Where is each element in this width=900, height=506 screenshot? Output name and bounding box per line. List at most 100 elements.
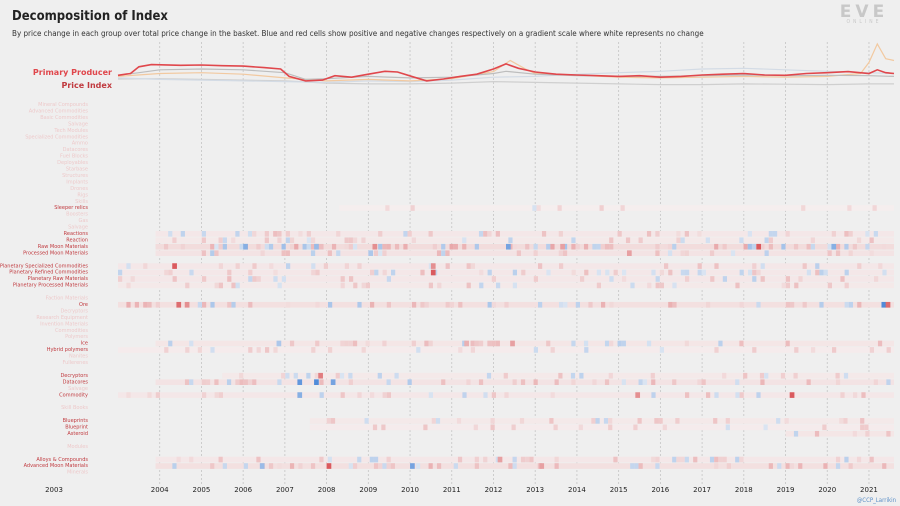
heatmap-row-31-event-1 — [184, 301, 190, 308]
heatmap-row-38-cell — [197, 347, 202, 353]
heatmap-row-56-cell — [298, 463, 303, 469]
heatmap-row-22-cell — [386, 243, 391, 250]
heatmap-row-50-cell — [423, 424, 428, 431]
heatmap-row-25-cell — [664, 263, 669, 269]
series-label-price-index: Price Index — [62, 81, 113, 90]
heatmap-row-38-cell — [273, 347, 278, 353]
heatmap-row-56-event-2 — [410, 463, 415, 469]
heatmap-row-43-event-0 — [297, 379, 303, 385]
heatmap-row-56-cell — [386, 463, 391, 469]
heatmap-row-43-cell — [226, 379, 232, 385]
heatmap-row-16-cell — [801, 205, 806, 211]
heatmap-row-26-cell — [420, 269, 425, 276]
heatmap-row-23-cell — [709, 250, 715, 256]
heatmap-row-23-cell — [848, 250, 853, 256]
heatmap-row-20-cell — [785, 231, 790, 237]
heatmap-row-26-cell — [382, 269, 387, 276]
heatmap-row-51-cell — [852, 430, 857, 437]
heatmap-row-31-cell — [559, 301, 564, 308]
heatmap-row-22-cell — [835, 243, 841, 250]
heatmap-row-26-cell — [748, 269, 753, 276]
heatmap-row-27-cell — [533, 276, 538, 282]
heatmap-row-55-cell — [739, 456, 744, 463]
row-label-51: Asteroid — [67, 431, 88, 437]
heatmap-row-50-cell — [578, 424, 583, 431]
heatmap-row-37-cell — [462, 340, 467, 347]
heatmap-row-22-cell — [344, 243, 349, 250]
heatmap-row-55-cell — [718, 456, 723, 463]
heatmap-row-49-cell — [490, 418, 495, 424]
heatmap-row-26-cell — [815, 269, 820, 276]
heatmap-row-42-cell — [314, 372, 319, 379]
heatmap-row-26-cell — [391, 269, 396, 276]
heatmap-row-31-cell — [848, 301, 853, 308]
heatmap-row-50-cell — [725, 424, 730, 431]
heatmap-row-49-cell — [595, 418, 600, 424]
heatmap-row-22-cell — [289, 243, 295, 250]
heatmap-row-38-cell — [869, 347, 874, 353]
heatmap-row-23-event-1 — [626, 250, 632, 256]
heatmap-row-45-cell — [550, 392, 555, 398]
heatmap-row-56-cell — [798, 463, 803, 469]
heatmap-row-22-cell — [256, 243, 261, 250]
heatmap-row-56-cell — [848, 463, 853, 469]
heatmap-row-28-cell — [428, 282, 433, 289]
heatmap-row-31-cell — [504, 301, 509, 308]
heatmap-row-28-cell — [512, 282, 517, 289]
heatmap-row-38-cell — [311, 347, 316, 353]
row-label-44: Salvage — [68, 386, 88, 392]
heatmap-row-37-cell — [684, 340, 689, 347]
heatmap-row-22-cell — [550, 243, 555, 250]
heatmap-row-49-cell — [725, 418, 730, 424]
heatmap-row-42-cell — [570, 372, 576, 379]
row-label-16: Sleeper relics — [54, 205, 88, 211]
heatmap-row-43-cell — [214, 379, 219, 385]
heatmap-row-37-cell — [289, 340, 295, 347]
heatmap-row-38-cell — [248, 347, 253, 353]
heatmap-row-21-cell — [739, 237, 744, 244]
heatmap-row-23-cell — [210, 250, 215, 256]
heatmap-row-55-cell — [319, 456, 324, 463]
series-label-primary-producer: Primary Producer — [33, 68, 112, 77]
heatmap-row-22-cell — [319, 243, 324, 250]
heatmap-row-45-cell — [147, 392, 152, 398]
heatmap-row-28-cell — [437, 282, 442, 289]
heatmap-row-38-cell — [794, 347, 799, 353]
heatmap-row-37-cell — [604, 340, 610, 347]
row-label-50: Blueprint — [65, 425, 88, 431]
heatmap-row-55-cell — [483, 456, 488, 463]
heatmap-row-26-cell — [622, 269, 627, 276]
row-label-22: Raw Moon Materials — [38, 244, 89, 250]
heatmap-row-38-cell — [164, 347, 169, 353]
heatmap-row-42-cell — [722, 372, 727, 379]
heatmap-row-21-cell — [571, 237, 576, 244]
heatmap-row-26-cell — [227, 269, 232, 276]
line-series-context-0 — [117, 78, 894, 86]
heatmap-row-28-cell — [659, 282, 664, 289]
heatmap-row-22-event-4 — [560, 243, 565, 250]
heatmap-row-27-cell — [655, 276, 660, 282]
heatmap-row-55-cell — [613, 456, 618, 463]
heatmap-row-23-cell — [382, 250, 387, 256]
heatmap-row-27-cell — [685, 276, 690, 282]
heatmap-row-42-cell — [503, 372, 508, 379]
heatmap-row-27-cell — [118, 276, 123, 282]
heatmap-row-55-cell — [693, 456, 698, 463]
row-label-33: Research Equipment — [36, 315, 88, 321]
heatmap-row-20-cell — [277, 231, 282, 237]
heatmap-row-45-cell — [357, 392, 362, 398]
heatmap-row-28-cell — [630, 282, 635, 289]
heatmap-row-31-cell — [575, 301, 580, 308]
heatmap-row-43-event-1 — [314, 379, 319, 385]
heatmap-row-20-cell — [558, 231, 563, 237]
heatmap-row-43-cell — [441, 379, 446, 385]
heatmap-row-45-cell — [504, 392, 509, 398]
heatmap-row-22-cell — [533, 243, 538, 250]
heatmap-row-22-cell — [525, 243, 530, 250]
heatmap-row-38-cell — [832, 347, 837, 353]
heatmap-row-31-event-2 — [881, 301, 887, 308]
heatmap-row-25-cell — [857, 263, 862, 269]
heatmap-row-22-event-1 — [314, 243, 319, 250]
heatmap-row-37-cell — [718, 340, 723, 347]
heatmap-row-16-cell — [557, 205, 562, 211]
